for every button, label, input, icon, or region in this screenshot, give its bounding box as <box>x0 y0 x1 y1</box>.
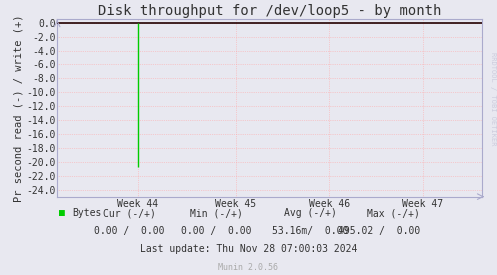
Text: Cur (-/+): Cur (-/+) <box>103 208 156 218</box>
Text: Max (-/+): Max (-/+) <box>367 208 420 218</box>
Y-axis label: Pr second read (-) / write (+): Pr second read (-) / write (+) <box>13 14 24 202</box>
Text: Min (-/+): Min (-/+) <box>190 208 243 218</box>
Text: Avg (-/+): Avg (-/+) <box>284 208 337 218</box>
Text: 495.02 /  0.00: 495.02 / 0.00 <box>338 226 420 236</box>
Text: Last update: Thu Nov 28 07:00:03 2024: Last update: Thu Nov 28 07:00:03 2024 <box>140 244 357 254</box>
Text: 53.16m/  0.00: 53.16m/ 0.00 <box>272 226 349 236</box>
Text: RRDTOOL / TOBI OETIKER: RRDTOOL / TOBI OETIKER <box>490 52 496 146</box>
Title: Disk throughput for /dev/loop5 - by month: Disk throughput for /dev/loop5 - by mont… <box>98 4 441 18</box>
Text: Bytes: Bytes <box>72 208 101 218</box>
Text: 0.00 /  0.00: 0.00 / 0.00 <box>181 226 251 236</box>
Text: 0.00 /  0.00: 0.00 / 0.00 <box>94 226 165 236</box>
Text: Munin 2.0.56: Munin 2.0.56 <box>219 263 278 272</box>
Text: ■: ■ <box>59 208 65 218</box>
